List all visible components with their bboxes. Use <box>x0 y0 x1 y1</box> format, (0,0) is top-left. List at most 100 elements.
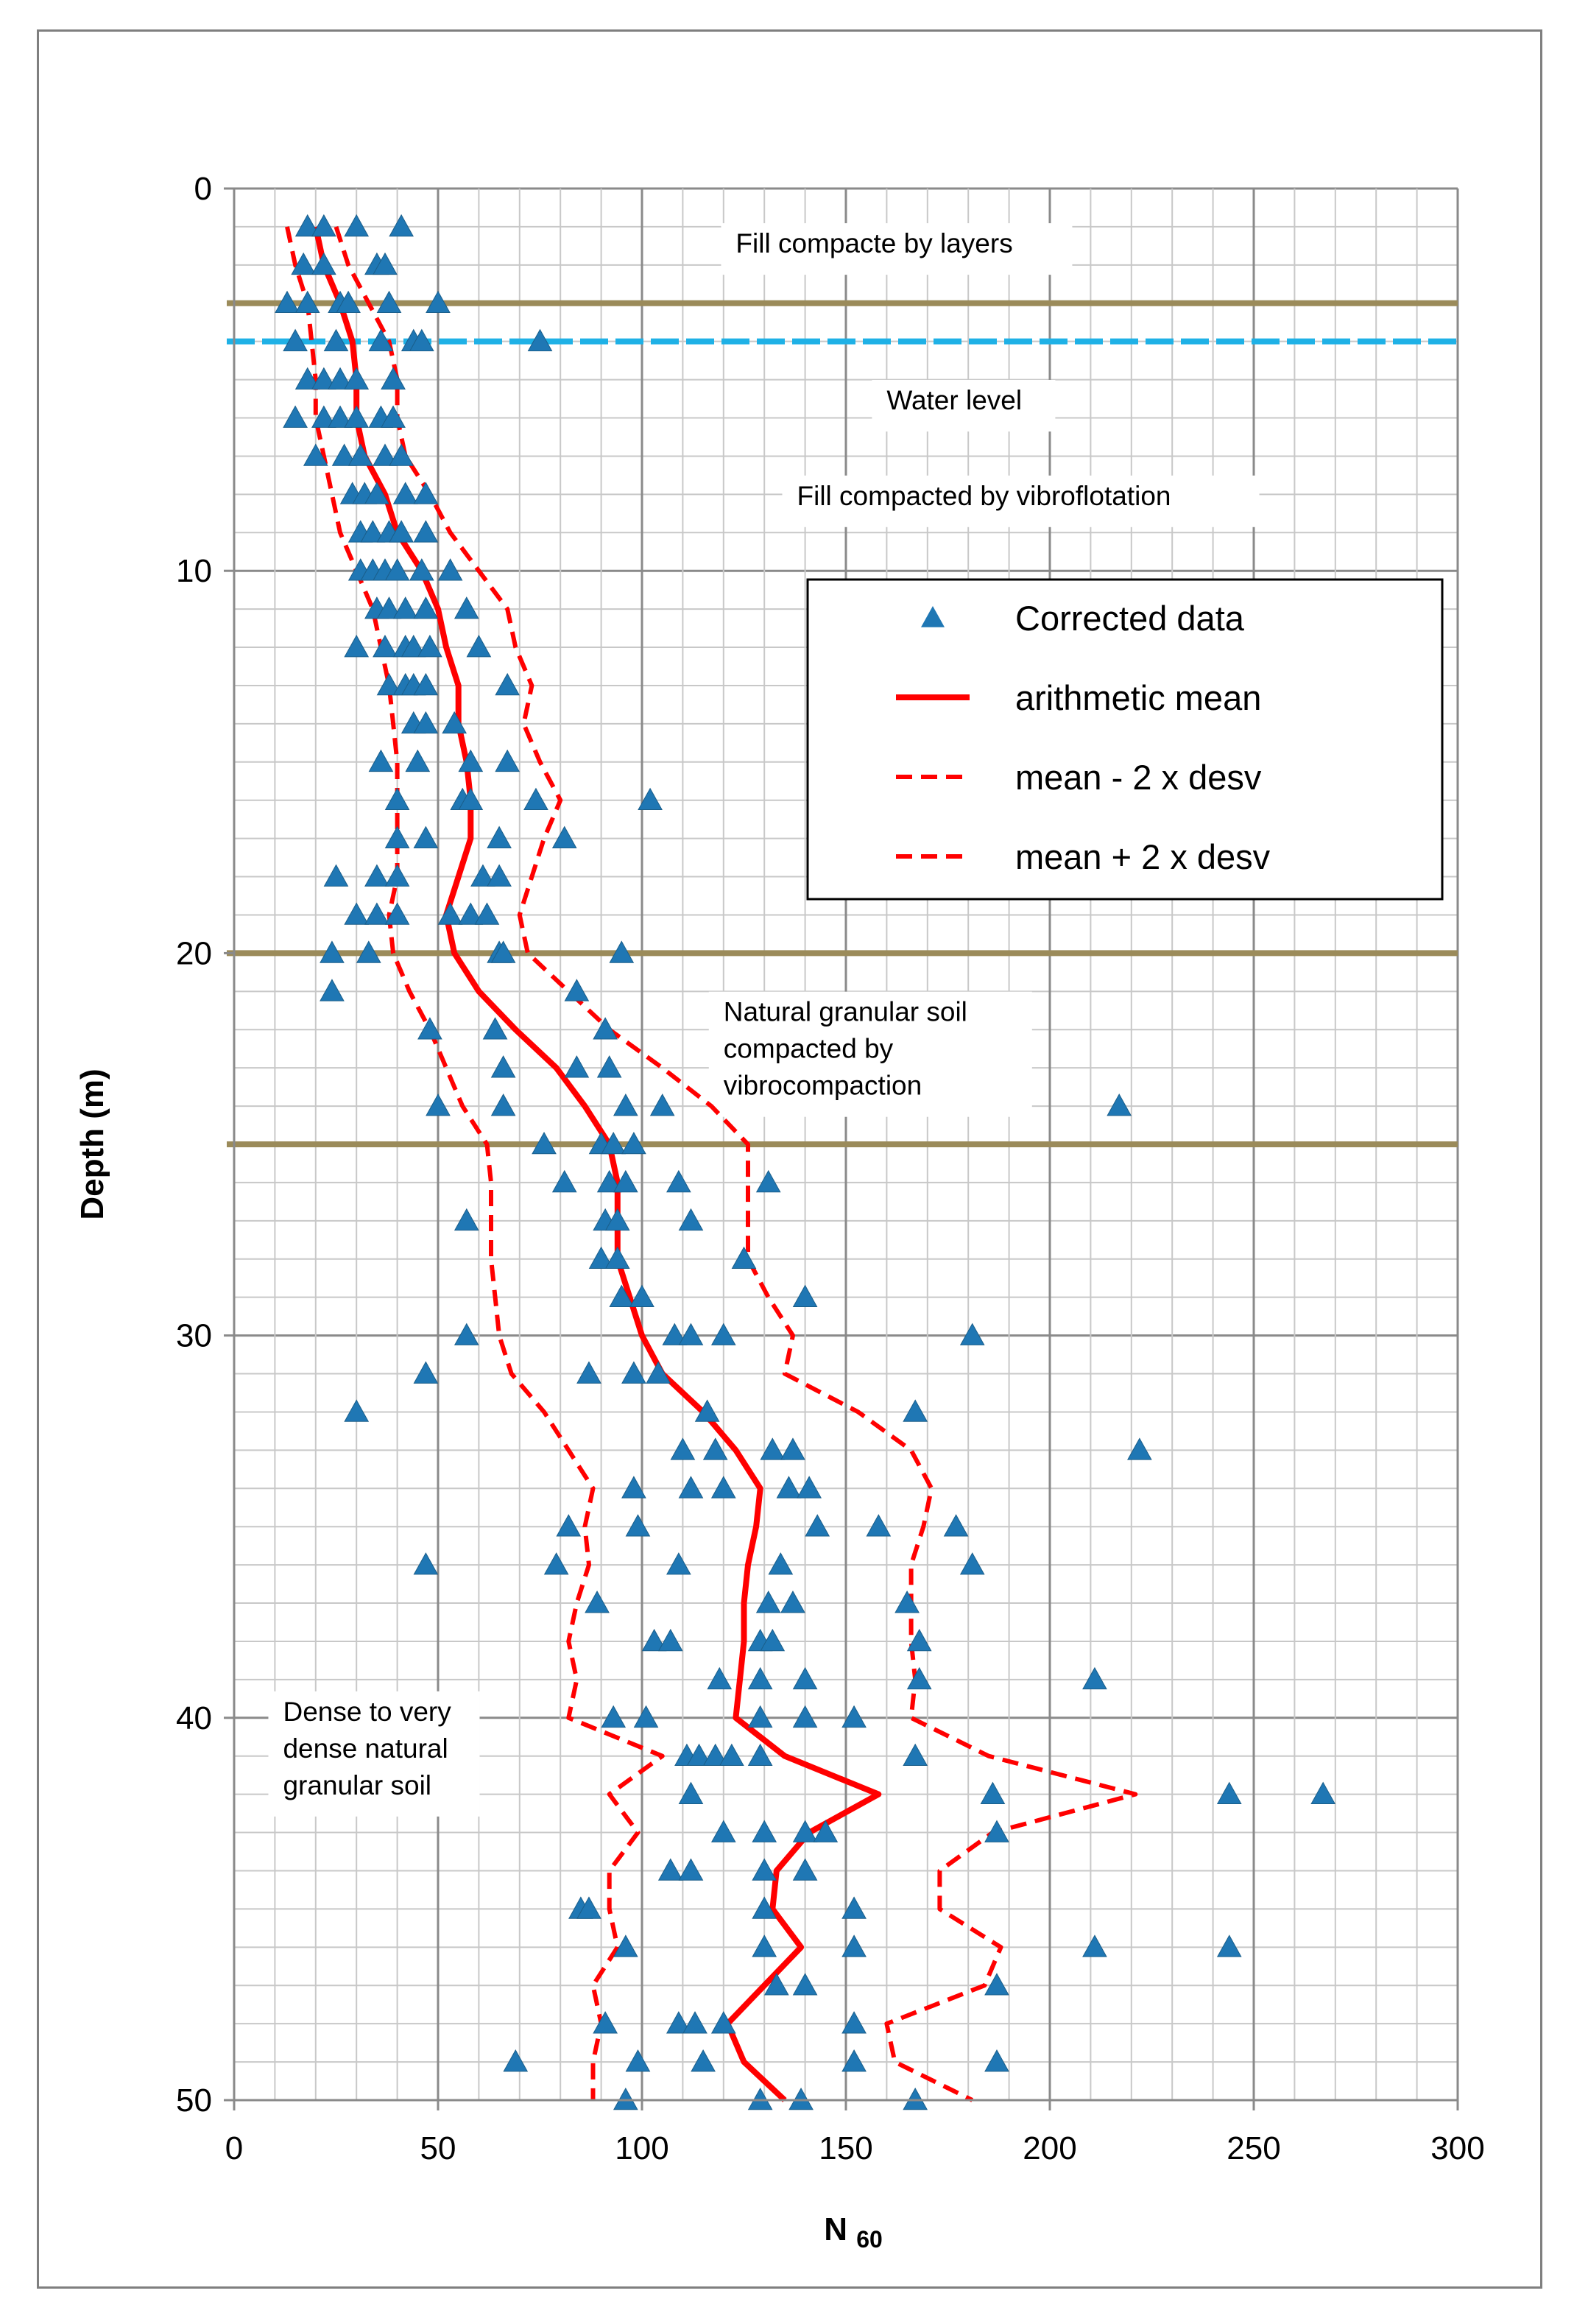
data-point-triangle <box>792 1973 818 1996</box>
data-point-triangle <box>405 749 431 772</box>
data-point-triangle <box>601 1131 627 1155</box>
data-point-triangle <box>347 443 373 466</box>
data-point-triangle <box>409 558 434 581</box>
x-tick-label: 0 <box>225 2130 243 2166</box>
data-point-triangle <box>323 328 349 351</box>
legend: Corrected data arithmetic mean mean - 2 x … <box>806 578 1444 901</box>
data-point-triangle <box>593 1017 618 1040</box>
mean-2-x-desv-line <box>334 225 1138 2102</box>
data-point-triangle <box>384 864 410 887</box>
data-point-triangle <box>364 482 389 504</box>
data-point-triangle <box>629 1284 654 1307</box>
data-point-triangle <box>980 1781 1006 1804</box>
data-point-triangle <box>760 1437 786 1460</box>
annotation-text: Fill compacted by vibroflotation <box>797 481 1171 511</box>
data-point-triangle <box>776 1476 802 1499</box>
data-point-triangle <box>527 328 553 351</box>
data-point-triangle <box>487 825 512 848</box>
data-point-triangle <box>311 214 336 237</box>
legend-label: Corrected data <box>1015 599 1245 638</box>
annotation-text: dense natural <box>283 1733 448 1764</box>
data-point-triangle <box>841 2011 867 2034</box>
data-point-triangle <box>613 1094 638 1116</box>
data-point-triangle <box>482 1017 508 1040</box>
data-point-triangle <box>752 1820 777 1842</box>
data-point-triangle <box>903 1743 928 1767</box>
data-point-triangle <box>1107 1094 1132 1116</box>
data-point-triangle <box>646 1361 671 1384</box>
data-point-triangle <box>344 367 370 390</box>
data-point-triangle <box>691 2049 716 2072</box>
data-point-triangle <box>894 1591 920 1613</box>
x-axis-title-main: N <box>824 2211 856 2247</box>
annotation-text: granular soil <box>283 1770 431 1800</box>
data-point-triangle <box>413 1552 439 1575</box>
annotation-text: Dense to very <box>283 1697 451 1727</box>
data-point-triangle <box>625 1514 651 1537</box>
data-point-triangle <box>320 940 345 963</box>
data-point-triangle <box>291 252 317 275</box>
data-point-triangle <box>392 596 418 619</box>
data-point-triangle <box>364 864 389 887</box>
data-point-triangle <box>906 1628 932 1652</box>
data-point-triangle <box>576 1896 601 1919</box>
data-point-triangle <box>1310 1781 1336 1804</box>
data-point-triangle <box>719 1743 744 1767</box>
data-point-triangle <box>417 1017 442 1040</box>
data-point-triangle <box>466 635 492 658</box>
data-point-triangle <box>731 1246 757 1270</box>
data-point-triangle <box>792 1820 818 1842</box>
data-point-triangle <box>283 328 308 351</box>
data-point-triangle <box>564 1055 590 1078</box>
data-point-triangle <box>638 787 663 811</box>
x-tick-label: 300 <box>1430 2130 1484 2166</box>
data-point-triangle <box>344 902 370 925</box>
data-point-triangle <box>694 1399 720 1422</box>
data-point-triangle <box>613 1934 638 1957</box>
data-point-triangle <box>556 1514 582 1537</box>
mean-2-x-desv-line <box>285 226 665 2100</box>
data-point-triangle <box>678 1323 704 1345</box>
data-point-triangle <box>400 635 426 658</box>
data-point-triangle <box>805 1514 830 1537</box>
data-point-triangle <box>588 1246 614 1270</box>
y-tick-label: 0 <box>194 171 212 207</box>
data-point-triangle <box>666 1552 691 1575</box>
data-point-triangle <box>381 405 406 428</box>
data-point-triangle <box>384 558 410 581</box>
data-point-triangle <box>564 979 590 1001</box>
data-point-triangle <box>413 482 439 504</box>
data-point-triangle <box>1216 1781 1242 1804</box>
data-point-triangle <box>543 1552 569 1575</box>
data-point-triangle <box>702 1437 728 1460</box>
data-point-triangle <box>470 864 495 887</box>
data-point-triangle <box>613 1169 638 1193</box>
data-point-triangle <box>283 405 308 428</box>
data-point-triangle <box>458 787 484 811</box>
data-point-triangle <box>903 1399 928 1422</box>
data-point-triangle <box>670 1437 696 1460</box>
data-point-triangle <box>621 1131 646 1155</box>
data-point-triangle <box>413 825 439 848</box>
data-point-triangle <box>585 1591 610 1613</box>
y-tick-label: 40 <box>176 1700 212 1736</box>
data-point-triangle <box>710 1820 736 1842</box>
data-point-triangle <box>903 2087 928 2110</box>
data-point-triangle <box>368 749 394 772</box>
data-point-triangle <box>752 1934 777 1957</box>
data-point-triangle <box>490 1055 516 1078</box>
data-point-triangle <box>959 1323 985 1345</box>
data-point-triangle <box>294 214 320 237</box>
data-point-triangle <box>373 443 398 466</box>
data-point-triangle <box>328 405 353 428</box>
data-point-triangle <box>426 1094 451 1116</box>
data-point-triangle <box>747 1743 773 1767</box>
data-point-triangle <box>678 1208 704 1231</box>
data-point-triangle <box>454 1323 479 1345</box>
annotation-text: vibrocompaction <box>724 1071 922 1101</box>
data-point-triangle <box>604 1246 630 1270</box>
data-point-triangle <box>747 2087 773 2110</box>
data-point-triangle <box>780 1437 805 1460</box>
data-point-triangle <box>389 214 414 237</box>
